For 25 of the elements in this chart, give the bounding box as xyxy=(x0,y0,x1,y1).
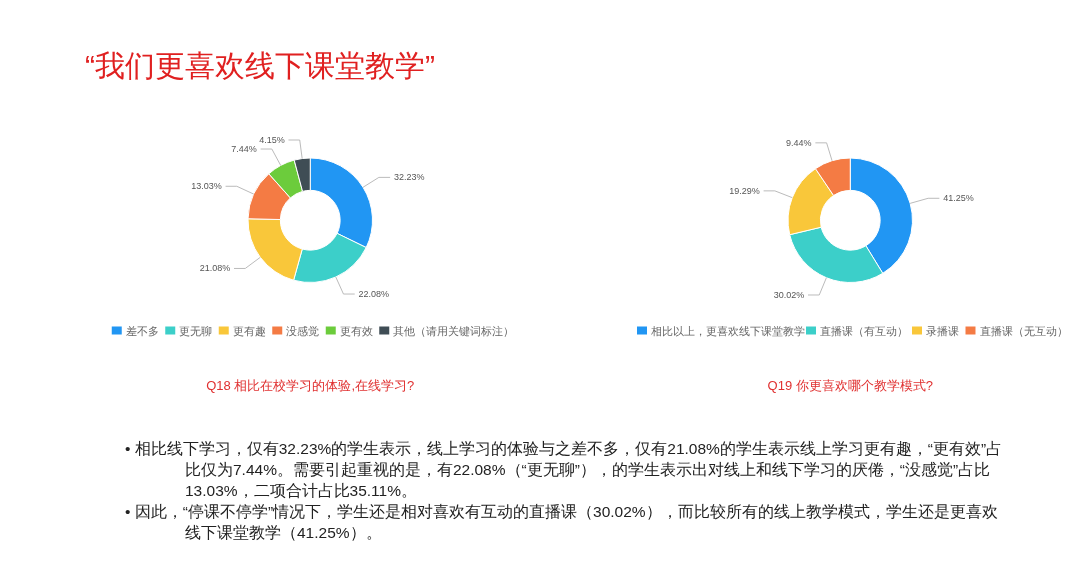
data-label: 4.15% xyxy=(259,135,285,146)
legend-label: 直播课（有互动） xyxy=(820,324,908,337)
legend-label: 差不多 xyxy=(125,324,159,337)
data-label: 13.03% xyxy=(191,181,222,192)
legend-label: 没感觉 xyxy=(286,324,320,337)
legend-label: 录播课 xyxy=(926,324,959,337)
text: • 相比线下学习，仅有32.23%的学生表示，线上学习的体验与之差不多，仅有21.08%的学生表示线上学习更有趣，“更有效”占比仅为7.44%。需要引起重视的是，有22.08%（“更无聊”），的学生表示出对线上和线下学习的厌倦，“没感觉”占比13.03%，二项合计占比35.11%。 xyxy=(125,439,1004,501)
text: • 因此，“停课不停学”情况下，学生还是相对喜欢有互动的直播课（30.02%），而比较所有的线上教学模式，学生还是更喜欢线下课堂教学（41.25%）。 xyxy=(125,502,999,543)
legend-label: 更无聊 xyxy=(179,324,213,337)
chart-title: “我们更喜欢线下课堂教学” xyxy=(84,48,435,84)
legend-label: 更有效 xyxy=(339,324,373,337)
data-label: 7.44% xyxy=(231,144,257,155)
data-label: 30.02% xyxy=(773,290,805,300)
legend-label: 直播课（无互动） xyxy=(979,324,1068,337)
text: Q18 相比在校学习的体验,在线学习? xyxy=(206,377,415,393)
data-label: 19.29% xyxy=(729,185,760,196)
legend-label: 更有趣 xyxy=(232,324,266,337)
text: Q19 你更喜欢哪个教学模式? xyxy=(767,377,933,393)
legend-label: 其他（请用关键词标注） xyxy=(393,324,515,337)
data-label: 22.08% xyxy=(358,289,390,300)
data-label: 21.08% xyxy=(199,263,231,274)
data-label: 32.23% xyxy=(393,172,425,183)
data-label: 41.25% xyxy=(943,193,974,204)
legend-label: 相比以上，更喜欢线下课堂教学 xyxy=(651,324,805,337)
data-label: 9.44% xyxy=(786,137,812,148)
